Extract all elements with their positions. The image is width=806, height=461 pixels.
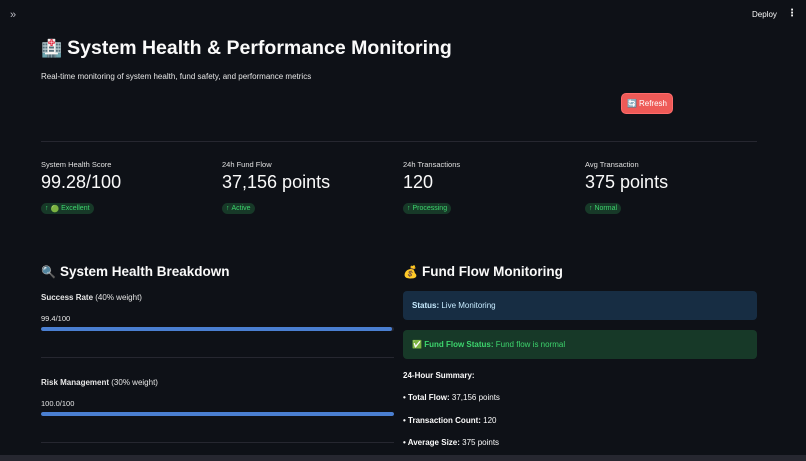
expand-sidebar-icon[interactable]: » [10,9,17,21]
metric-label: 24h Transactions [403,160,461,169]
page-subtitle: Real-time monitoring of system health, f… [41,72,312,81]
metric-delta-badge: ↑ Active [222,203,255,214]
magnifier-icon: 🔍 [41,264,56,279]
risk-management-weight: (30% weight) [111,378,158,387]
money-bag-icon: 💰 [403,264,418,279]
summary-item-value: 375 points [462,438,500,447]
refresh-icon: 🔄 [627,99,637,108]
health-section-title: 🔍 System Health Breakdown [41,264,230,279]
arrow-up-icon: ↑ [226,205,230,212]
health-divider [41,357,394,358]
summary-item-value: 37,156 points [451,393,500,402]
arrow-up-icon: ↑ [45,205,49,212]
summary-item-label: • Total Flow: [403,393,450,402]
page-title: 🏥 System Health & Performance Monitoring [41,37,452,60]
metric-avg-transaction: Avg Transaction 375 points ↑ Normal [585,160,668,215]
success-rate-weight: (40% weight) [95,293,142,302]
metric-delta-text: Processing [412,205,448,212]
metric-delta-badge: ↑ Processing [403,203,452,214]
fund-section-title: 💰 Fund Flow Monitoring [403,264,563,279]
fund-flow-status-box: ✅ Fund Flow Status: Fund flow is normal [403,330,757,359]
arrow-up-icon: ↑ [589,205,593,212]
status-label: Status: [412,301,440,310]
header-divider [41,141,757,142]
metric-fund-flow: 24h Fund Flow 37,156 points ↑ Active [222,160,330,215]
metric-delta-badge: ↑ 🟢 Excellent [41,203,94,214]
status-info-box: Status: Live Monitoring [403,291,757,320]
metric-value: 37,156 points [222,172,331,192]
success-rate-label: Success Rate (40% weight) [41,293,142,302]
summary-title: 24-Hour Summary: [403,371,475,380]
deploy-button[interactable]: Deploy [752,10,777,19]
summary-item: • Transaction Count: 120 [403,416,497,425]
metric-transactions: 24h Transactions 120 ↑ Processing [403,160,460,215]
health-section-title-text: System Health Breakdown [59,264,230,279]
success-rate-value: 99.4/100 [41,314,71,323]
risk-management-value: 100.0/100 [41,399,75,408]
health-divider-bottom [41,442,394,443]
metric-delta-text: Normal [594,205,618,212]
fund-section-title-text: Fund Flow Monitoring [421,264,563,279]
risk-management-label: Risk Management (30% weight) [41,378,158,387]
success-rate-progress-fill [41,327,392,331]
green-circle-icon: 🟢 [50,205,60,213]
fund-flow-status-value: Fund flow is normal [495,340,566,349]
metric-value: 99.28/100 [41,172,122,192]
metric-delta-badge: ↑ Normal [585,203,622,214]
fund-flow-status-label: Fund Flow Status: [424,340,494,349]
metric-label: System Health Score [41,160,112,169]
check-mark-icon: ✅ [412,340,422,349]
metric-value: 120 [403,172,434,192]
metric-delta-text: Excellent [61,205,90,212]
risk-management-name: Risk Management [41,378,110,387]
main-menu-icon[interactable]: ⋮ [787,8,797,19]
summary-item-label: • Transaction Count: [403,416,481,425]
metric-label: Avg Transaction [585,160,639,169]
metric-delta-text: Active [231,205,251,212]
bottom-scroll-strip [0,455,806,461]
summary-item: • Total Flow: 37,156 points [403,393,500,402]
risk-management-progress [41,412,394,416]
refresh-label: Refresh [638,99,667,108]
summary-item: • Average Size: 375 points [403,438,499,447]
metric-value: 375 points [585,172,669,192]
success-rate-name: Success Rate [41,293,94,302]
risk-management-progress-fill [41,412,394,416]
arrow-up-icon: ↑ [407,205,411,212]
metric-health-score: System Health Score 99.28/100 ↑ 🟢 Excell… [41,160,121,215]
summary-item-label: • Average Size: [403,438,460,447]
status-value: Live Monitoring [441,301,496,310]
refresh-button[interactable]: 🔄 Refresh [621,93,673,114]
hospital-icon: 🏥 [41,38,63,58]
summary-item-value: 120 [483,416,497,425]
success-rate-progress [41,327,394,331]
metric-label: 24h Fund Flow [222,160,272,169]
page-title-text: System Health & Performance Monitoring [67,37,452,59]
